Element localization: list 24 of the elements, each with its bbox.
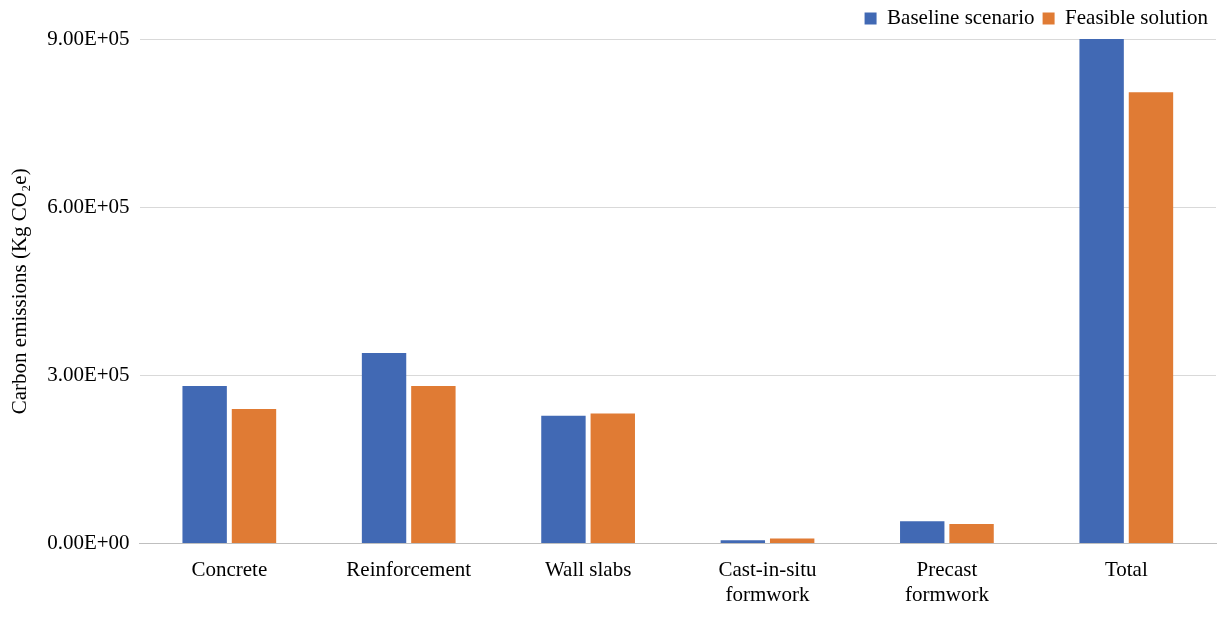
bar — [411, 386, 456, 544]
bar — [361, 352, 407, 544]
y-axis-title: Carbon emissions (Kg CO₂e) — [7, 168, 32, 415]
y-tick-label: 0.00E+00 — [47, 530, 130, 555]
y-tick-label: 3.00E+05 — [47, 361, 130, 386]
bar — [182, 386, 227, 544]
y-tick-label: 6.00E+05 — [47, 193, 130, 218]
bar — [1079, 39, 1124, 544]
bar — [541, 415, 586, 544]
x-tick-label: Total — [1104, 556, 1148, 581]
x-tick-label: Cast-in-situ formwork — [718, 556, 818, 606]
legend-label: Baseline scenario — [887, 5, 1035, 30]
bar — [720, 540, 766, 544]
legend-label: Feasible solution — [1065, 5, 1209, 30]
x-tick-label: Reinforcement — [346, 556, 472, 581]
bar — [900, 521, 945, 544]
x-tick-label: Wall slabs — [544, 556, 632, 581]
bar — [231, 409, 277, 544]
x-tick-label: Concrete — [191, 556, 268, 581]
bar — [1128, 92, 1174, 544]
y-tick-label: 9.00E+05 — [47, 25, 130, 50]
bar — [590, 413, 635, 544]
x-tick-label: Precast formwork — [904, 556, 990, 606]
bar — [949, 523, 994, 544]
